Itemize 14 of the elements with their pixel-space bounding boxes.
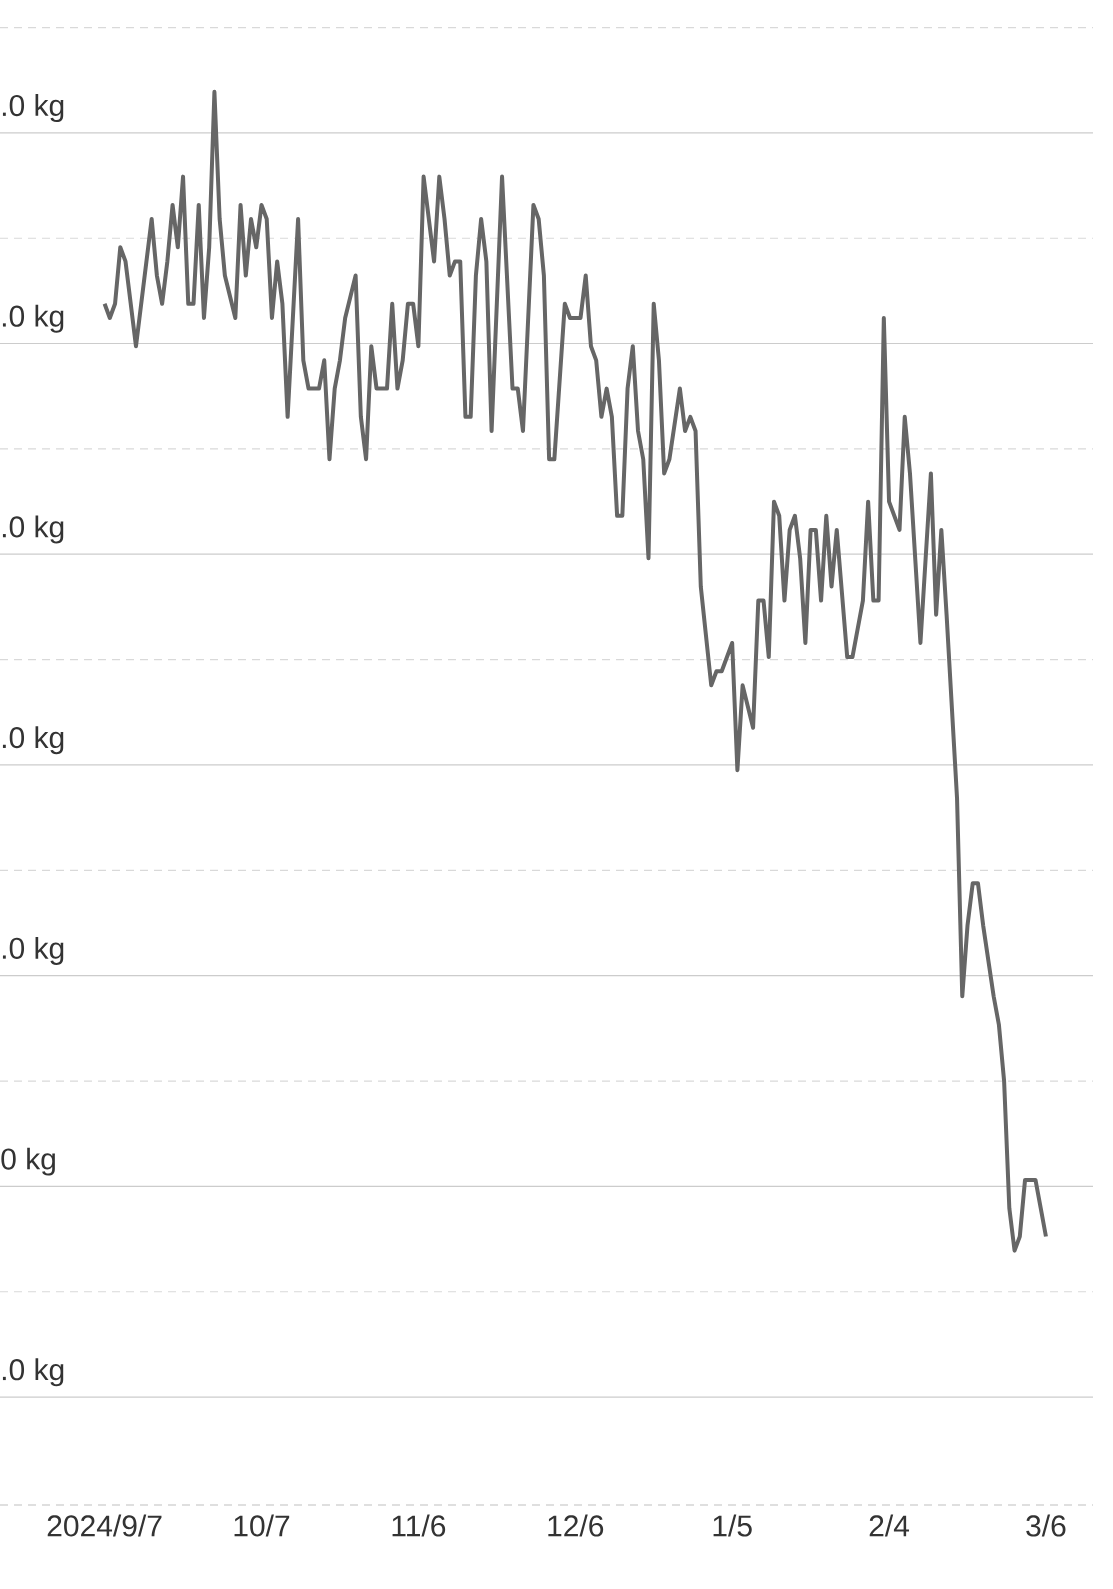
x-tick-label: 1/5 (713, 1514, 752, 1537)
x-tick-label: 2024/9/7 (47, 1514, 162, 1537)
annotation: .0 kg (2, 515, 64, 544)
x-tick-label: 3/6 (1026, 1514, 1066, 1537)
annotation: .0 kg (2, 936, 64, 965)
x-tick-label: 2/4 (869, 1514, 910, 1537)
annotation: .0 kg (2, 726, 64, 755)
x-tick-label: 10/7 (234, 1514, 290, 1537)
annotation: .0 kg (2, 94, 64, 123)
x-tick-label: 11/6 (392, 1514, 446, 1537)
x-tick-label: 12/6 (548, 1514, 604, 1537)
annotation: .0 kg (2, 1358, 64, 1387)
annotation: .0 kg (2, 304, 64, 333)
annotation: 0 kg (1, 1147, 55, 1176)
